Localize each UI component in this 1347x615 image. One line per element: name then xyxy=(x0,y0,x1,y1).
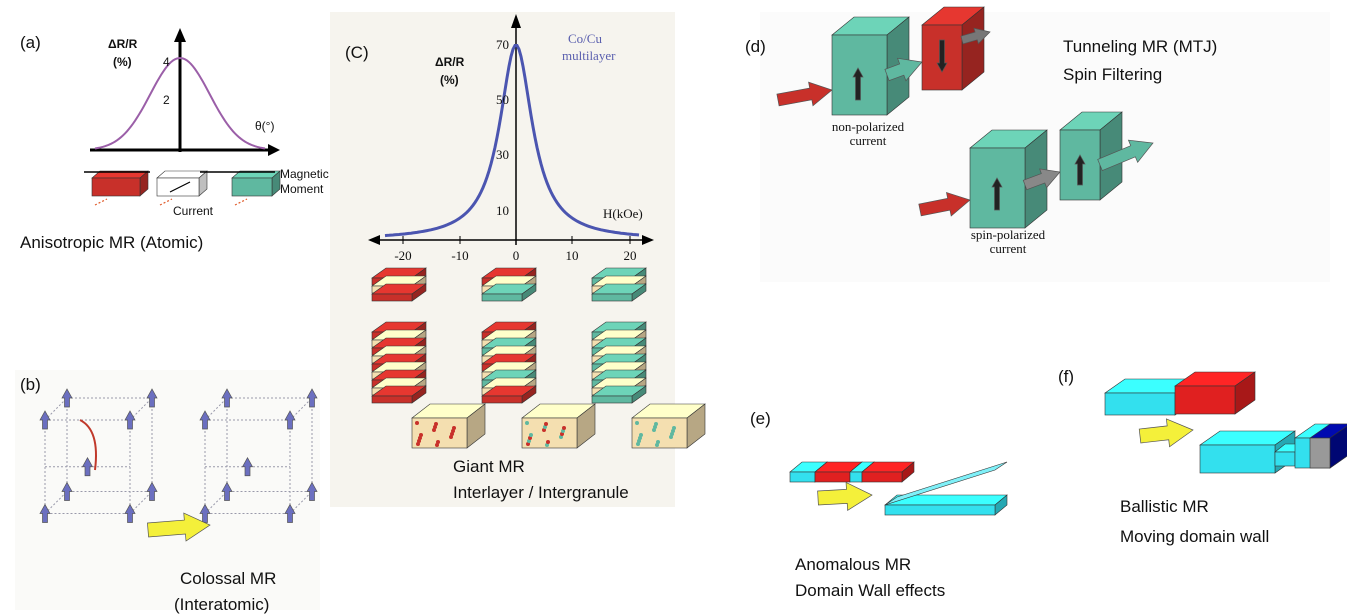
current-label: non-polarized xyxy=(832,119,905,134)
grain xyxy=(525,421,529,425)
box-front xyxy=(850,472,862,482)
y-axis-label: ΔR/R xyxy=(108,37,138,51)
box-front xyxy=(412,418,467,448)
box-front xyxy=(790,472,815,482)
y-tick-label: 70 xyxy=(496,37,509,52)
line xyxy=(160,199,172,205)
box-front xyxy=(92,178,140,196)
box-front xyxy=(815,472,850,482)
figure: (a) ΔR/R (%) 4 2 θ(°) Magnetic Moment Cu… xyxy=(0,0,1347,615)
grain xyxy=(434,422,438,426)
y-tick-label: 4 xyxy=(163,55,170,69)
x-tick-label: -20 xyxy=(394,248,411,263)
y-axis-unit: (%) xyxy=(113,55,132,69)
y-axis-label: ΔR/R xyxy=(435,55,465,69)
panel-label: (a) xyxy=(20,33,41,52)
line xyxy=(95,199,107,205)
grain xyxy=(656,440,660,444)
caption: Anomalous MR xyxy=(795,555,911,574)
grain xyxy=(639,433,643,437)
grain xyxy=(672,426,676,430)
current-label: spin-polarized xyxy=(971,227,1046,242)
grain xyxy=(415,421,419,425)
caption: Domain Wall effects xyxy=(795,581,945,600)
box-front xyxy=(885,505,995,515)
box-front xyxy=(632,418,687,448)
y-tick-label: 30 xyxy=(496,147,509,162)
grain xyxy=(635,421,639,425)
box-front xyxy=(157,178,199,196)
grain xyxy=(529,433,533,437)
current-label: current xyxy=(850,133,887,148)
y-tick-label: 50 xyxy=(496,92,509,107)
box-front xyxy=(1275,452,1295,466)
box-front xyxy=(592,294,632,301)
x-tick-label: 10 xyxy=(566,248,579,263)
series-label: Co/Cu xyxy=(568,31,602,46)
grain xyxy=(544,422,548,426)
caption: Ballistic MR xyxy=(1120,497,1209,516)
y-tick-label: 10 xyxy=(496,203,509,218)
y-axis-unit: (%) xyxy=(440,73,459,87)
box-front xyxy=(372,396,412,403)
panel-label: (f) xyxy=(1058,367,1074,386)
x-axis-label: H(kOe) xyxy=(603,206,643,221)
box-front xyxy=(482,294,522,301)
current-label: current xyxy=(990,241,1027,256)
box-front xyxy=(372,294,412,301)
caption: Giant MR xyxy=(453,457,525,476)
x-axis-label: θ(°) xyxy=(255,119,274,133)
box-top xyxy=(157,171,207,178)
grain xyxy=(562,426,566,430)
caption: Moving domain wall xyxy=(1120,527,1269,546)
box-front xyxy=(482,396,522,403)
grain xyxy=(546,440,550,444)
series-label: multilayer xyxy=(562,48,616,63)
x-tick-label: 20 xyxy=(624,248,637,263)
box-front xyxy=(1200,445,1275,473)
line xyxy=(235,199,247,205)
panel-label: (C) xyxy=(345,43,369,62)
panel-label: (e) xyxy=(750,409,771,428)
y-tick-label: 2 xyxy=(163,93,170,107)
grain xyxy=(654,422,658,426)
panel-label: (d) xyxy=(745,37,766,56)
axis-arrow xyxy=(174,28,186,42)
moment-label: Moment xyxy=(280,182,324,196)
box-front xyxy=(1105,393,1175,415)
axis-arrow xyxy=(268,144,280,156)
caption: Colossal MR xyxy=(180,569,276,588)
grain xyxy=(452,426,456,430)
box-front xyxy=(522,418,577,448)
caption: (Interatomic) xyxy=(174,595,269,614)
title: Spin Filtering xyxy=(1063,65,1162,84)
arrow xyxy=(818,482,872,510)
grain xyxy=(419,433,423,437)
grain xyxy=(436,440,440,444)
arrow xyxy=(1139,419,1193,447)
title: Tunneling MR (MTJ) xyxy=(1063,37,1217,56)
x-tick-label: 0 xyxy=(513,248,520,263)
caption: Anisotropic MR (Atomic) xyxy=(20,233,203,252)
moment-label: Magnetic xyxy=(280,167,329,181)
x-tick-label: -10 xyxy=(451,248,468,263)
box-front xyxy=(1175,386,1235,414)
panel-label: (b) xyxy=(20,375,41,394)
current-label: Current xyxy=(173,204,214,218)
box-front xyxy=(1310,438,1330,468)
box-front xyxy=(862,472,902,482)
box-front xyxy=(592,396,632,403)
box-front xyxy=(232,178,272,196)
caption: Interlayer / Intergranule xyxy=(453,483,629,502)
